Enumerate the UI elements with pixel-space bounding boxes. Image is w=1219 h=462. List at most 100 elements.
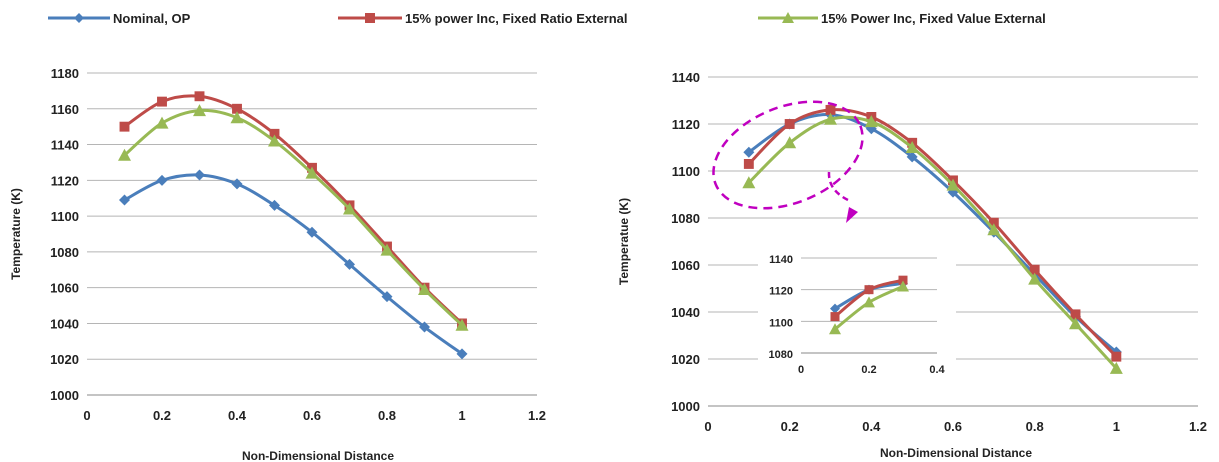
highlight-arrow <box>827 171 849 202</box>
y-tick-label: 1020 <box>671 352 700 367</box>
data-point <box>825 104 836 115</box>
y-tick-label: 1140 <box>769 254 793 266</box>
data-point <box>783 136 797 149</box>
data-point <box>269 199 280 211</box>
data-point <box>905 141 919 153</box>
x-tick-label: 1 <box>458 408 465 423</box>
y-tick-label: 1100 <box>51 209 79 224</box>
arrow-head-icon <box>846 207 858 223</box>
x-tick-label: 0.2 <box>153 408 171 423</box>
x-tick-label: 1.2 <box>1189 419 1207 434</box>
data-point <box>343 202 356 215</box>
highlight-ellipse <box>712 100 864 210</box>
data-point <box>194 169 205 181</box>
x-tick-label: 0.2 <box>781 419 799 434</box>
series-fixed-ratio <box>830 275 908 322</box>
x-tick-label: 0.8 <box>1026 419 1044 434</box>
y-tick-label: 1020 <box>50 352 79 367</box>
y-axis-label: Temperatue (K) <box>617 198 631 285</box>
x-tick-label: 0.4 <box>929 364 945 376</box>
series-fixed-value <box>118 104 469 331</box>
y-tick-label: 1140 <box>51 138 79 153</box>
x-tick-label: 1 <box>1113 419 1120 434</box>
data-point <box>864 115 878 128</box>
data-point <box>829 323 841 335</box>
series-line <box>123 94 464 325</box>
data-point <box>380 243 394 256</box>
legend-label-nominal: Nominal, OP <box>113 11 191 26</box>
data-point <box>193 104 206 117</box>
data-point <box>897 280 909 292</box>
data-point <box>830 312 840 322</box>
data-point <box>456 348 468 360</box>
data-point <box>1070 309 1081 320</box>
data-point <box>231 178 243 190</box>
y-axis-label: Temperature (K) <box>9 188 23 280</box>
y-tick-label: 1000 <box>50 388 79 403</box>
data-point <box>743 159 754 169</box>
legend-entry-fixed-value: 15% Power Inc, Fixed Value External <box>758 11 1046 26</box>
inset-chart: 1080 1100 1120 1140 0 0.2 0.4 <box>758 246 956 384</box>
data-point <box>987 223 1001 236</box>
data-point <box>194 91 205 102</box>
data-point <box>381 291 393 303</box>
series-line <box>747 113 1118 354</box>
data-point <box>1028 272 1042 285</box>
data-point <box>419 321 430 333</box>
chart-right: 1000 1020 1040 1060 1080 1100 1120 1140 0 0.2 0.4 0… <box>617 70 1207 460</box>
y-tick-label: 1100 <box>769 317 793 329</box>
data-point <box>946 178 960 191</box>
y-tick-label: 1120 <box>769 286 793 298</box>
x-tick-label: 0.4 <box>862 419 881 434</box>
data-point <box>1029 264 1040 275</box>
legend-entry-fixed-ratio: 15% power Inc, Fixed Ratio External <box>338 11 628 26</box>
data-point <box>118 148 131 161</box>
data-point <box>418 282 431 295</box>
data-point <box>232 103 242 114</box>
y-tick-label: 1040 <box>50 316 79 331</box>
data-point <box>906 151 918 163</box>
y-tick-label: 1000 <box>671 399 700 414</box>
y-tick-label: 1180 <box>51 66 79 81</box>
data-point <box>743 146 755 158</box>
data-point <box>269 128 280 139</box>
data-point <box>119 194 130 206</box>
legend-entry-nominal: Nominal, OP <box>48 11 191 26</box>
y-tick-label: 1080 <box>671 211 700 226</box>
legend: Nominal, OP 15% power Inc, Fixed Ratio E… <box>48 11 1046 26</box>
data-point <box>742 176 756 189</box>
data-point <box>1069 317 1082 330</box>
series-line <box>747 108 1118 358</box>
data-point <box>824 112 837 125</box>
series-fixed-value <box>829 280 909 335</box>
y-tick-label: 1060 <box>671 258 700 273</box>
data-point <box>784 119 795 129</box>
legend-label-fixed-ratio: 15% power Inc, Fixed Ratio External <box>405 11 628 26</box>
x-axis-label: Non-Dimensional Distance <box>880 446 1032 460</box>
legend-marker-square <box>365 13 375 23</box>
x-tick-label: 0.8 <box>378 408 396 423</box>
series-line <box>123 173 463 356</box>
data-point <box>157 96 167 107</box>
y-tick-label: 1040 <box>671 305 700 320</box>
y-tick-label: 1080 <box>769 349 793 361</box>
x-tick-label: 0.6 <box>944 419 962 434</box>
legend-label-fixed-value: 15% Power Inc, Fixed Value External <box>821 11 1046 26</box>
y-tick-label: 1060 <box>50 281 79 296</box>
data-point <box>306 226 318 238</box>
x-axis-label: Non-Dimensional Distance <box>242 449 394 462</box>
x-tick-label: 0.4 <box>228 408 247 423</box>
series-line <box>747 115 1118 370</box>
series-line <box>123 108 464 327</box>
data-point <box>230 111 244 124</box>
x-tick-label: 0 <box>83 408 90 423</box>
data-point <box>344 258 355 270</box>
x-tick-label: 0 <box>798 364 804 376</box>
data-point <box>455 318 469 331</box>
legend-marker-triangle <box>782 12 794 23</box>
x-tick-label: 1.2 <box>528 408 546 423</box>
y-tick-label: 1120 <box>672 117 700 132</box>
y-tick-label: 1160 <box>51 102 79 117</box>
series-nominal <box>119 169 468 360</box>
x-tick-label: 0 <box>704 419 711 434</box>
